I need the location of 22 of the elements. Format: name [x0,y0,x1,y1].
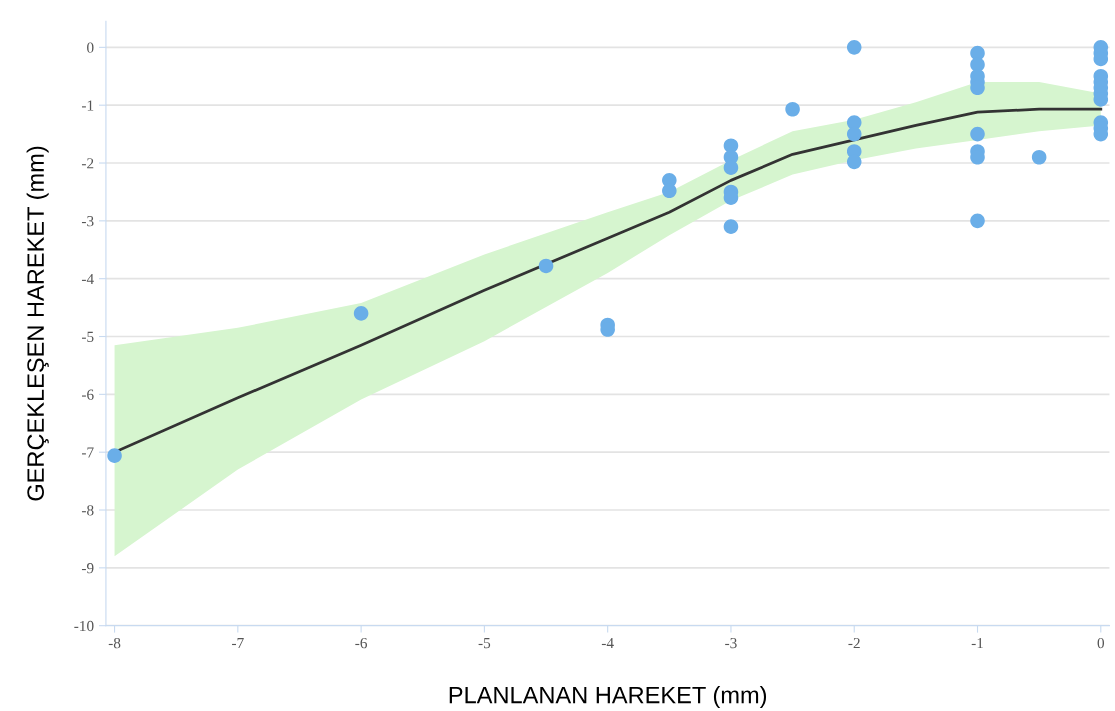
x-tick-label: -5 [478,638,491,649]
y-tick-label: -7 [81,447,94,458]
x-axis-title: PLANLANAN HAREKET (mm) [449,686,767,709]
x-tick-label: -7 [232,638,244,649]
y-tick-label: -5 [81,331,94,342]
y-tick-label: -8 [81,505,94,516]
y-tick-label: -10 [74,620,94,632]
y-tick-label: -3 [81,216,94,227]
x-tick-label: -6 [355,637,368,649]
y-tick-label: -6 [81,389,94,400]
y-tick-label: -2 [81,158,94,169]
y-tick-label: -4 [81,273,94,284]
x-tick-label: -4 [601,638,614,649]
y-tick-label: 0 [87,42,94,53]
x-tick-label: -1 [971,638,983,649]
y-axis-title: GERÇEKLEŞEN HAREKET (mm) [26,146,49,501]
x-tick-label: -8 [108,637,121,649]
x-tick-label: -3 [725,637,737,649]
x-tick-label: -2 [848,637,860,649]
y-tick-label: -1 [81,100,94,111]
x-tick-label: 0 [1097,637,1105,649]
y-tick-label: -9 [81,563,94,574]
